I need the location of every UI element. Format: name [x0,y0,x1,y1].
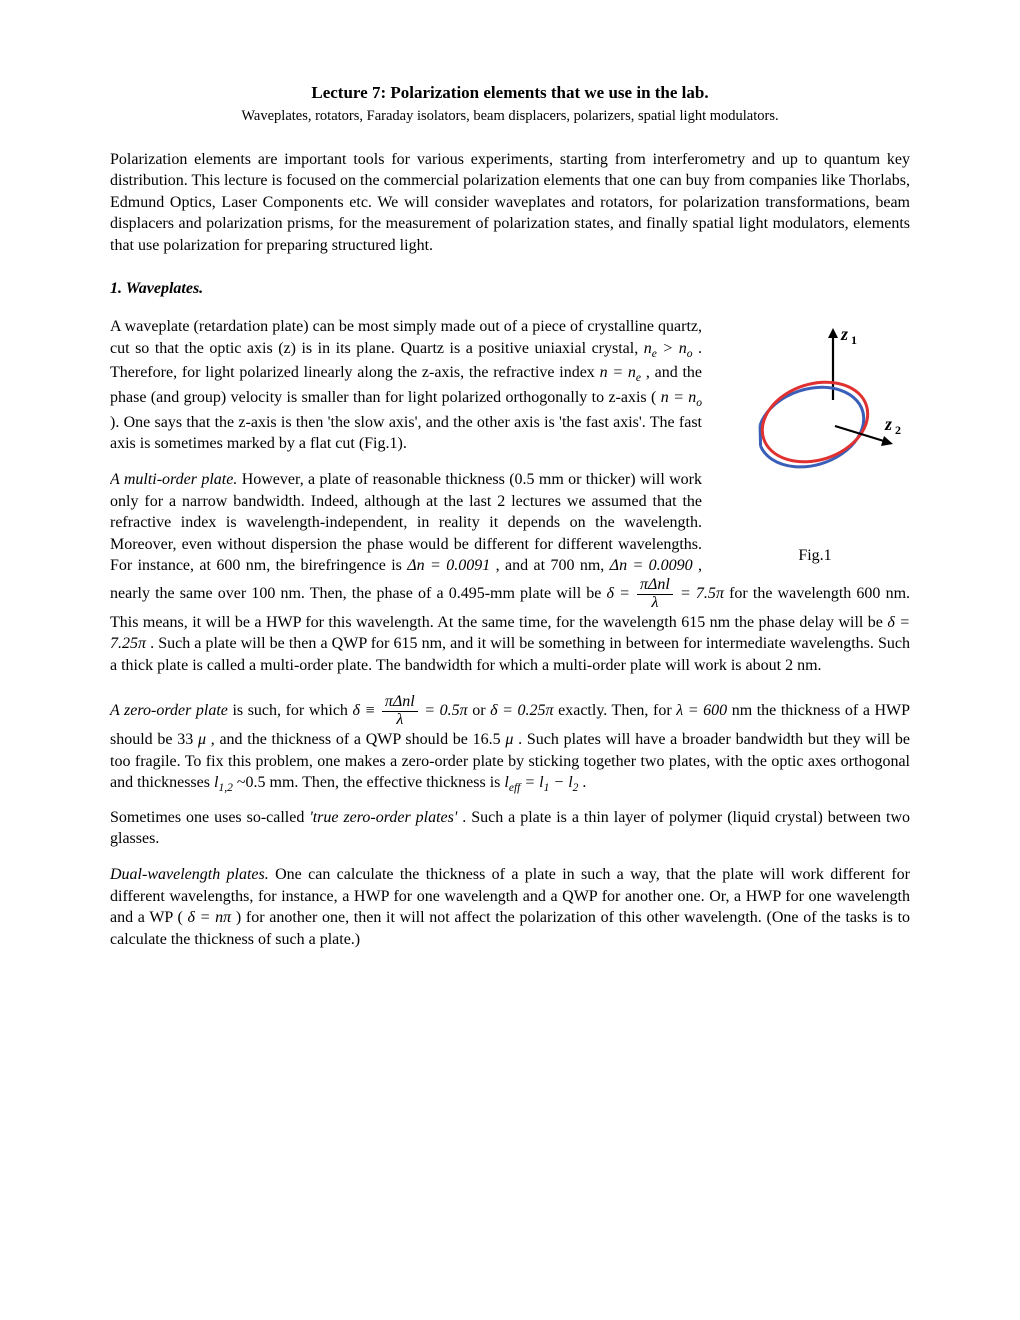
eq-delta-025pi: δ = 0.25π [490,702,553,719]
intro-paragraph: Polarization elements are important tool… [110,149,910,257]
multi-order-head: A multi-order plate. [110,471,237,488]
true-zero-order-term: 'true zero-order plates' [309,809,457,826]
figure-1: z 1 z 2 Fig.1 [720,322,910,566]
text: exactly. Then, for [558,702,676,719]
page-subtitle: Waveplates, rotators, Faraday isolators,… [110,107,910,127]
svg-text:2: 2 [895,423,901,437]
section-heading-waveplates: 1. Waveplates. [110,278,910,300]
waveplate-diagram: z 1 z 2 [725,322,905,532]
zero-order-paragraph-1: A zero-order plate is such, for which δ … [110,694,910,797]
svg-text:z: z [884,414,892,434]
text: . Such a plate will be then a QWP for 61… [110,635,910,674]
zero-order-head: A zero-order plate [110,702,228,719]
text: is such, for which [232,702,352,719]
eq-delta-05pi: δ ≡ πΔnlλ = 0.5π [352,702,472,719]
figure-1-caption: Fig.1 [720,545,910,567]
eq-l12: l1,2 [214,774,233,791]
eq-leff: leff = l1 − l2 [504,774,578,791]
text: A waveplate (retardation plate) can be m… [110,318,702,357]
dual-wavelength-paragraph: Dual-wavelength plates. One can calculat… [110,864,910,950]
eq-dn1: Δn = 0.0091 [407,557,490,574]
page-title: Lecture 7: Polarization elements that we… [110,82,910,105]
svg-text:z: z [840,324,848,344]
zero-order-paragraph-2: Sometimes one uses so-called 'true zero-… [110,807,910,850]
eq-n-eq-no: n = no [661,389,702,406]
eq-delta-npi: δ = nπ [188,909,232,926]
text: Sometimes one uses so-called [110,809,309,826]
text: ~0.5 mm. Then, the effective thickness i… [237,774,505,791]
text: or [472,702,490,719]
text: , and the thickness of a QWP should be 1… [211,731,506,748]
eq-ne-gt-no: ne > no [644,340,693,357]
mu-1: μ [198,731,206,748]
dual-wavelength-head: Dual-wavelength plates. [110,866,269,883]
eq-dn2: Δn = 0.0090 [610,557,693,574]
text: ). One says that the z-axis is then 'the… [110,414,702,453]
text: , and at 700 nm, [496,557,610,574]
text: . [582,774,586,791]
eq-delta-75pi: δ = πΔnlλ = 7.5π [607,585,730,602]
mu-2: μ [505,731,513,748]
eq-n-eq-ne: n = ne [600,364,641,381]
svg-text:1: 1 [851,333,857,347]
eq-lambda-600: λ = 600 [676,702,727,719]
